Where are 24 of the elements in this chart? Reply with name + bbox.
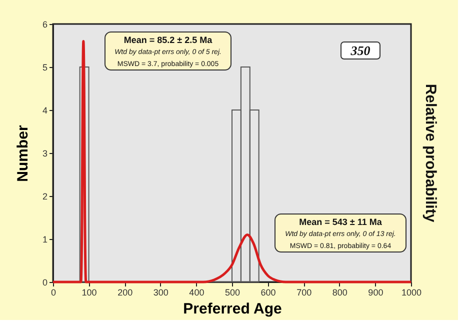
y-tick-label: 3 <box>42 148 48 158</box>
y-tick-label: 5 <box>42 62 48 72</box>
x-tick-label: 1000 <box>401 288 422 298</box>
y-tick-label: 1 <box>42 234 48 244</box>
x-tick-label: 0 <box>50 288 56 298</box>
y-tick-label: 0 <box>42 278 48 288</box>
x-tick-label: 100 <box>82 288 97 298</box>
x-tick-label: 900 <box>368 288 384 298</box>
x-tick-label: 500 <box>224 288 240 298</box>
x-tick-label: 600 <box>260 288 276 298</box>
y-tick-label: 4 <box>42 106 48 116</box>
annotation: Mean = 85.2 ± 2.5 Ma <box>124 35 214 45</box>
x-tick-label: 200 <box>118 288 133 298</box>
x-tick-label: 700 <box>296 288 312 298</box>
x-tick-label: 800 <box>332 288 348 298</box>
x-tick-label: 300 <box>153 288 168 298</box>
x-tick-label: 400 <box>189 288 204 298</box>
annotation: 350 <box>350 43 371 58</box>
y2-axis-title: Relative probability <box>422 84 439 223</box>
y-tick-label: 2 <box>42 192 48 202</box>
x-axis-title: Preferred Age <box>183 300 282 318</box>
annotation: Mean = 543 ± 11 Ma <box>299 217 383 227</box>
y-axis-title: Number <box>14 125 32 182</box>
y-tick-label: 6 <box>42 20 48 30</box>
